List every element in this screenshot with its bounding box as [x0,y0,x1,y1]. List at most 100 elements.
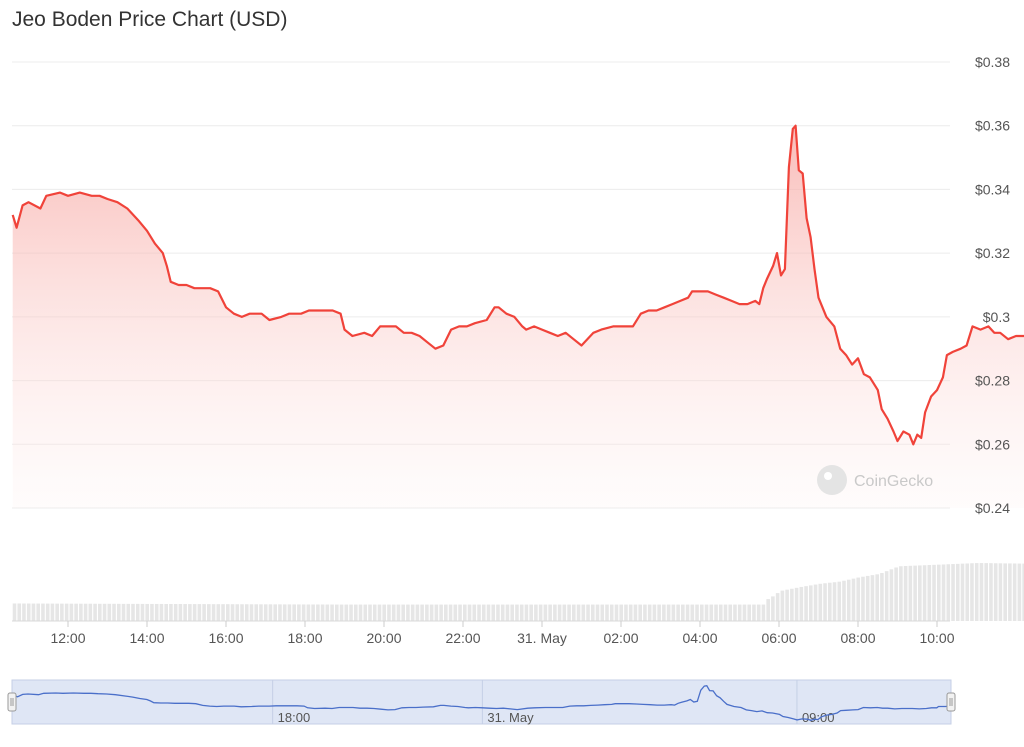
y-tick-label: $0.38 [975,54,1010,70]
x-tick-label: 04:00 [682,630,717,646]
volume-bar [775,593,780,621]
y-tick-label: $0.34 [975,181,1010,197]
volume-bar [230,604,235,621]
volume-bar [349,604,353,621]
volume-bar [700,604,704,621]
volume-bar [391,604,396,621]
volume-bar [22,603,26,621]
volume-bar [899,566,903,621]
y-axis-ticks: $0.38 $0.36 $0.34 $0.32 $0.3 $0.28 $0.26 $0.24 [975,54,1010,516]
volume-bar [704,604,709,621]
volume-bar [718,604,723,621]
volume-bar [581,604,586,621]
volume-bar [799,586,804,621]
volume-bar [178,604,183,621]
volume-bar [135,603,140,621]
y-tick-label: $0.26 [975,436,1010,452]
volume-bar [55,603,59,621]
volume-bar [690,604,695,621]
volume-bar [747,604,751,621]
volume-bar [652,604,657,621]
volume-bar [880,573,884,621]
volume-bar [372,604,377,621]
volume-bar [221,604,225,621]
volume-bar [164,603,168,621]
volume-bar [36,603,40,621]
volume-bar [756,604,761,621]
volume-bar [875,574,879,621]
volume-bar [64,603,69,621]
volume-bar [154,603,159,621]
x-tick-label: 10:00 [919,630,954,646]
volume-bar [543,604,548,621]
volume-bar [396,604,401,621]
volume-bar [505,604,510,621]
volume-bar [98,603,102,621]
volume-bar [695,604,699,621]
volume-bar [425,604,429,621]
navigator[interactable]: 18:00 31. May 09:00 [7,679,956,725]
volume-bar [363,604,368,621]
volume-bar [851,578,856,621]
navigator-tick-label: 09:00 [802,710,835,725]
volume-bar [344,604,349,621]
volume-bar [358,604,363,621]
volume-bar [282,604,287,621]
volume-bar [17,603,22,621]
volume-bar [216,604,221,621]
volume-bar [827,582,832,621]
volume-bar [842,580,846,621]
navigator-range[interactable] [11,679,952,725]
volume-bar [259,604,263,621]
volume-bar [809,585,813,621]
volume-bar [126,603,131,621]
volume-bar [515,604,519,621]
volume-bar [681,604,685,621]
volume-bar [970,563,974,621]
volume-bar [894,567,898,621]
volume-bar [254,604,259,621]
volume-bar [685,604,690,621]
volume-bar [638,604,642,621]
volume-bar [733,604,737,621]
volume-bar [989,563,993,621]
volume-bar [785,589,789,621]
volume-bar [477,604,481,621]
price-line[interactable] [11,124,1024,446]
volume-bar [415,604,420,621]
volume-bar [472,604,477,621]
volume-bar [884,571,889,621]
volume-bar [913,565,917,621]
volume-bar [766,599,770,621]
volume-bar [590,604,595,621]
volume-bar [742,604,747,621]
volume-bar [1022,563,1024,621]
volume-bar [268,604,273,621]
navigator-left-handle[interactable] [7,692,17,712]
volume-bar [292,604,296,621]
volume-bar [420,604,424,621]
volume-bar [662,604,666,621]
volume-bar [500,604,505,621]
volume-bar [586,604,590,621]
x-tick-label: 16:00 [208,630,243,646]
volume-bar [434,604,439,621]
volume-bar [311,604,315,621]
volume-bar [941,564,946,621]
volume-bar [377,604,382,621]
volume-bar [813,584,818,621]
navigator-right-handle[interactable] [946,692,956,712]
volume-bar [60,603,64,621]
volume-bar [780,590,785,621]
volume-bar [524,604,529,621]
volume-bar [235,604,240,621]
watermark-text: CoinGecko [854,473,933,490]
x-tick-label: 02:00 [603,630,638,646]
volume-bar [832,582,837,621]
volume-bar [614,604,619,621]
volume-bar [965,563,970,621]
volume-bar [202,604,206,621]
volume-bar [439,604,443,621]
volume-bar [263,604,268,621]
